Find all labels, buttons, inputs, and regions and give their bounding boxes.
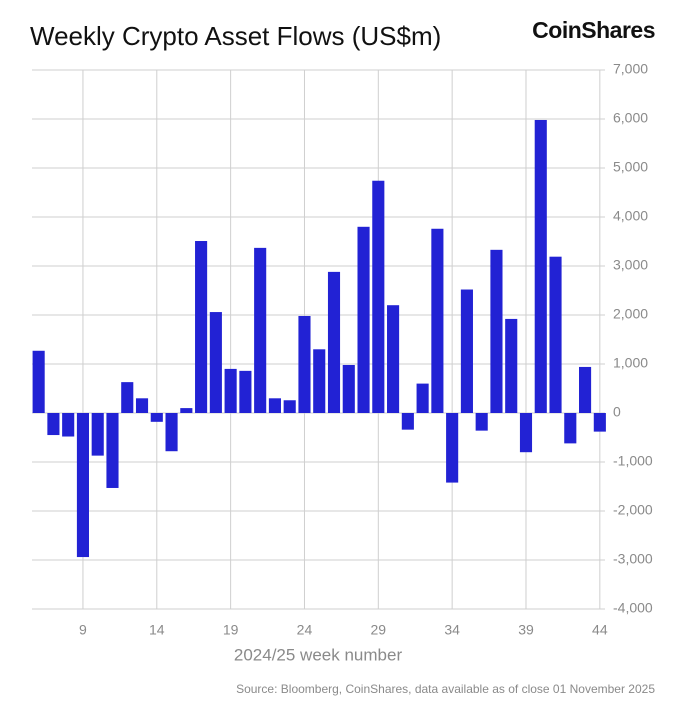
bar [372,180,385,413]
y-tick-label: 4,000 [613,208,648,224]
bar [357,226,370,413]
y-tick-label: -4,000 [613,600,653,616]
y-tick-label: 0 [613,404,621,420]
bar [460,289,473,413]
bar [47,413,60,436]
bar [106,413,119,488]
y-tick-label: 3,000 [613,257,648,273]
y-tick-label: 6,000 [613,110,648,126]
bar [490,249,503,413]
bar [32,350,45,413]
bar [165,413,178,452]
x-tick-label: 39 [518,622,534,638]
x-tick-label: 34 [444,622,460,638]
y-tick-label: 7,000 [613,61,648,77]
bar [195,241,208,413]
bar [519,413,533,453]
bar [76,413,90,558]
bar [593,413,606,432]
bar [150,413,163,422]
x-tick-label: 44 [592,622,608,638]
bar [416,383,429,413]
x-tick-label: 24 [297,622,313,638]
bar [180,408,193,413]
y-tick-label: -1,000 [613,453,653,469]
logo: CoinShares [532,17,655,43]
bar [431,228,444,413]
x-tick-label: 14 [149,622,165,638]
bar [62,413,75,437]
bar [91,413,104,456]
bar [475,413,488,431]
y-tick-label: -2,000 [613,502,653,518]
x-tick-label: 19 [223,622,239,638]
bar [268,398,281,413]
bar [401,413,414,430]
y-tick-label: 2,000 [613,306,648,322]
bar [209,312,222,413]
bar [313,349,326,413]
bar [298,315,311,413]
bar [564,413,577,444]
bar [135,398,149,413]
bar [446,413,459,483]
y-tick-label: 5,000 [613,159,648,175]
bar [549,256,562,413]
bar [239,370,252,413]
bar [254,247,267,413]
bar [283,400,296,413]
x-tick-label: 9 [79,622,87,638]
bar [224,368,237,413]
bar [327,271,341,413]
bar [534,119,547,413]
x-axis-label: 2024/25 week number [234,645,403,664]
bar [579,366,592,413]
x-tick-label: 29 [371,622,387,638]
bar [387,305,400,413]
bar [342,364,355,413]
y-tick-label: -3,000 [613,551,653,567]
bar [121,382,134,413]
chart-title: Weekly Crypto Asset Flows (US$m) [30,21,441,51]
source-note: Source: Bloomberg, CoinShares, data avai… [236,682,655,696]
bar [505,318,518,413]
y-tick-label: 1,000 [613,355,648,371]
